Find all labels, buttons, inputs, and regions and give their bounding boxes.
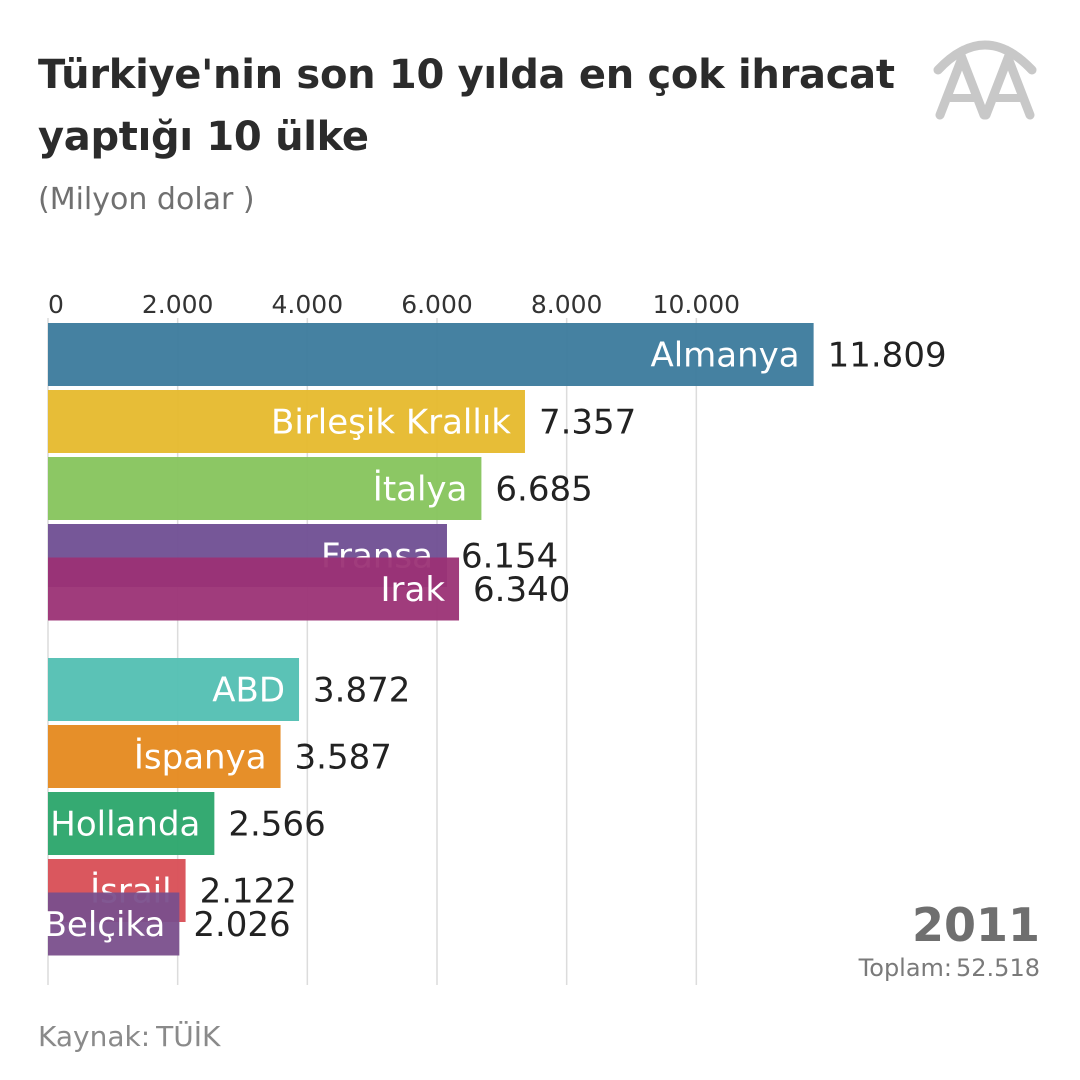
bar [48,725,281,788]
x-tick-label: 6.000 [401,290,473,319]
source-note: Kaynak: TÜİK [38,1020,220,1053]
total-value: 52.518 [956,954,1040,982]
data-label: 6.340 [473,570,570,610]
bar-label: Birleşik Krallık [271,403,511,443]
year-label: 2011 [911,898,1040,952]
bar [48,323,814,386]
x-tick-label: 8.000 [531,290,603,319]
x-tick-label: 4.000 [272,290,344,319]
bar-label: İspanya [134,738,267,778]
bar [48,792,215,855]
chart-subtitle: (Milyon dolar ) [38,182,255,217]
bar [48,658,300,721]
data-label: 3.587 [295,738,392,778]
bar-chart: 0 2.000 4.000 6.000 8.000 10.000 Almanya 11.809… [44,290,947,985]
bar-label: Almanya [650,336,799,376]
bar [48,892,180,956]
bar [48,390,525,453]
aa-logo-icon: AA [933,40,1037,120]
data-label: 2.026 [193,905,290,945]
bar [48,457,482,520]
bar-label: Belçika [44,905,166,945]
bar-label: ABD [212,671,285,711]
total-label: Toplam: [858,954,953,982]
bar [48,557,460,621]
x-tick-label: 10.000 [653,290,740,319]
source-value: TÜİK [156,1020,221,1053]
x-tick-label: 0 [48,290,64,319]
data-label: 7.357 [539,403,636,443]
source-label: Kaynak: [38,1020,151,1053]
data-label: 6.685 [495,470,592,510]
data-label: 6.154 [461,537,558,577]
x-tick-label: 2.000 [142,290,214,319]
data-label: 2.122 [200,872,297,912]
total-readout: Toplam: 52.518 [859,954,1040,982]
chart-title: Türkiye'nin son 10 yılda en çok ihracat … [38,52,895,160]
bar-label: Irak [381,570,446,610]
bar-label: İtalya [373,470,468,510]
bar-label: Hollanda [50,805,200,845]
data-label: 3.872 [313,671,410,711]
data-label: 2.566 [228,805,325,845]
data-label: 11.809 [828,336,947,376]
